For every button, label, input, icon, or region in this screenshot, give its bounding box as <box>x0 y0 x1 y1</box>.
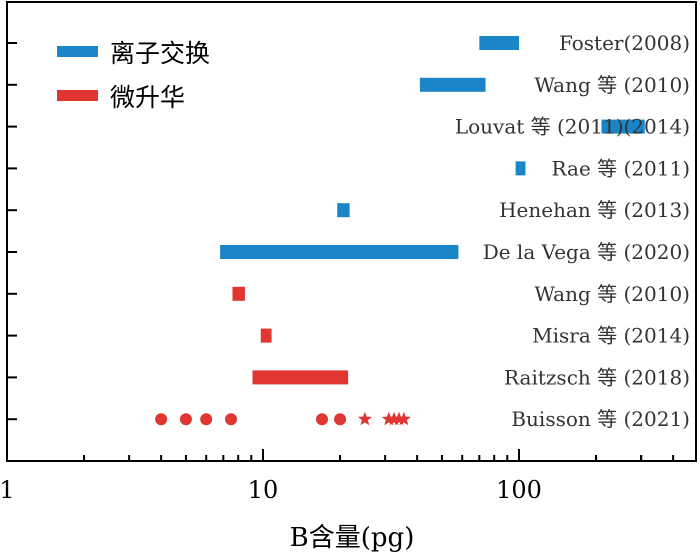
row-label: Louvat 等 (2011)(2014) <box>455 115 690 139</box>
circle-point <box>334 413 347 426</box>
range-bar <box>232 286 245 301</box>
star-point <box>357 411 373 426</box>
data-marks <box>155 36 645 426</box>
row-labels: Foster(2008) Wang 等 (2010) Louvat 等 (2011)… <box>455 31 690 431</box>
x-axis-title: B含量(pg) <box>290 523 415 553</box>
row-label: De la Vega 等 (2020) <box>483 240 690 264</box>
circle-point <box>200 413 213 426</box>
row-label: Raitzsch 等 (2018) <box>504 365 690 389</box>
legend-swatch-ion-exchange <box>57 46 98 57</box>
range-bar <box>252 370 349 385</box>
range-bar <box>419 77 486 92</box>
range-bar <box>337 203 350 218</box>
range-bar <box>515 161 526 176</box>
plot-frame <box>6 1 697 462</box>
range-bar <box>601 119 645 134</box>
row-label: Buisson 等 (2021) <box>511 407 690 431</box>
range-bar <box>260 328 272 343</box>
row-label: Rae 等 (2011) <box>552 156 691 180</box>
circle-point <box>315 413 328 426</box>
legend-label-ion-exchange: 离子交换 <box>110 39 210 68</box>
row-label: Wang 等 (2010) <box>534 282 690 306</box>
legend-label-microsublimation: 微升华 <box>110 83 185 112</box>
range-bar <box>220 245 459 259</box>
star-point <box>381 411 396 426</box>
row-label: Foster(2008) <box>559 31 690 55</box>
x-tick-label: 1 <box>0 476 15 504</box>
circle-point <box>155 413 168 426</box>
circle-point <box>179 413 192 426</box>
legend-swatch-microsublimation <box>57 90 98 101</box>
axes: 1 10 100 <box>0 1 697 504</box>
x-tick-label: 100 <box>496 476 542 504</box>
legend: 离子交换 微升华 <box>57 39 210 112</box>
row-label: Misra 等 (2014) <box>532 324 690 348</box>
circle-point <box>225 413 238 426</box>
row-label: Henehan 等 (2013) <box>499 198 690 222</box>
x-tick-label: 10 <box>248 476 279 504</box>
row-label: Wang 等 (2010) <box>534 73 690 97</box>
star-point <box>396 411 411 426</box>
range-bar <box>479 36 519 50</box>
